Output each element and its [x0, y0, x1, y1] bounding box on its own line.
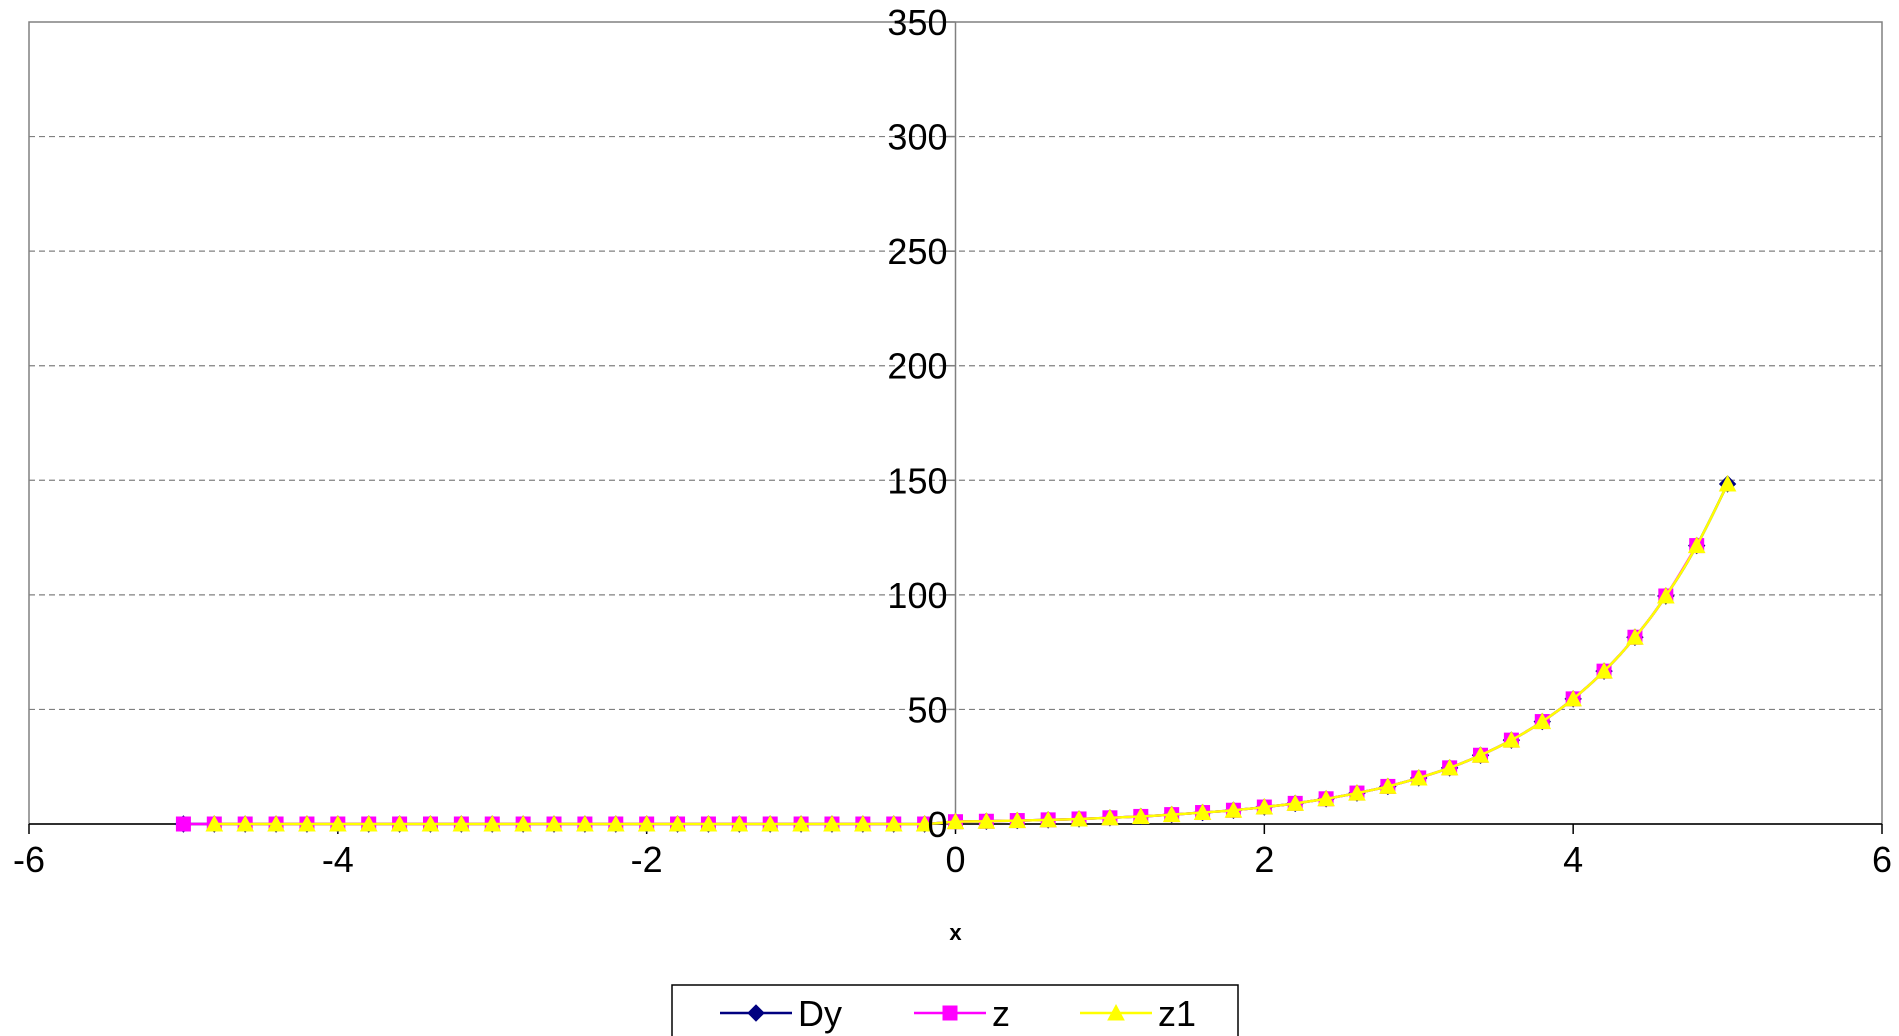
x-tick-label: 4 — [1563, 839, 1583, 880]
data-point-z1 — [1440, 758, 1459, 776]
data-point-z1 — [1595, 662, 1613, 679]
data-point-z1 — [1533, 712, 1552, 730]
data-point-z1 — [1224, 801, 1243, 818]
data-point-z1 — [1656, 586, 1675, 604]
data-point-z1 — [359, 814, 378, 832]
data-point-z1 — [1162, 805, 1181, 823]
x-axis-title: x — [949, 920, 962, 945]
data-point-z1 — [514, 814, 532, 832]
legend-item-dy: Dy — [720, 993, 842, 1034]
legend-item-z: z — [914, 993, 1010, 1034]
data-point-z1 — [1718, 474, 1737, 492]
data-point-z1 — [792, 814, 810, 832]
y-tick-label: 0 — [927, 804, 947, 845]
data-point-z1 — [421, 814, 440, 832]
legend-item-z1: z1 — [1080, 993, 1196, 1034]
y-tick-label: 250 — [887, 231, 947, 272]
legend-label: Dy — [798, 993, 842, 1034]
data-point-z1 — [390, 814, 409, 832]
gridlines — [29, 135, 1882, 711]
y-tick-label: 350 — [887, 2, 947, 43]
x-tick-label: -2 — [631, 839, 663, 880]
data-point-z1 — [1348, 784, 1366, 801]
legend-label: z1 — [1158, 993, 1196, 1034]
y-tick-label: 200 — [887, 346, 947, 387]
legend: Dy z z1 — [671, 984, 1239, 1036]
data-point-z1 — [1131, 807, 1150, 824]
data-point-z1 — [1471, 746, 1490, 763]
tick-labels: -6 -4 -2 0 2 4 6 0 50 100 150 200 250 300 350 — [13, 2, 1892, 880]
x-tick-label: 2 — [1254, 839, 1274, 880]
axes — [28, 21, 1883, 834]
data-point-z1 — [1039, 810, 1057, 828]
x-tick-label: 6 — [1872, 839, 1892, 880]
data-point-z1 — [1255, 797, 1274, 815]
data-point-z1 — [915, 814, 934, 832]
x-tick-label: 0 — [945, 839, 965, 880]
data-point-z1 — [1409, 768, 1428, 786]
data-point-z1 — [1008, 811, 1027, 829]
data-point-z1 — [730, 814, 749, 832]
data-point-z1 — [977, 812, 996, 829]
data-point-z1 — [1379, 777, 1397, 794]
legend-marker-triangle — [1107, 1003, 1125, 1021]
data-point-z1 — [823, 814, 841, 832]
data-point-z1 — [761, 814, 780, 832]
data-point-z1 — [452, 814, 471, 832]
data-point-z1 — [946, 812, 965, 830]
data-point-z1 — [329, 814, 347, 832]
data-point-z1 — [1317, 789, 1335, 807]
data-point-z1 — [1564, 689, 1582, 707]
data-point-z1 — [236, 814, 255, 832]
data-point-z1 — [576, 814, 594, 832]
data-point-z1 — [1101, 808, 1119, 826]
data-point-z — [175, 816, 191, 832]
data-point-z1 — [1070, 809, 1088, 827]
data-point-z1 — [545, 814, 563, 832]
y-tick-label: 300 — [887, 117, 947, 158]
data-point-z1 — [298, 814, 316, 832]
y-tick-label: 100 — [887, 575, 947, 616]
data-point-z1 — [483, 814, 502, 832]
legend-label: z — [992, 993, 1010, 1034]
x-tick-label: -6 — [13, 839, 45, 880]
data-point-z1 — [606, 814, 625, 832]
y-tick-label: 50 — [907, 689, 947, 730]
x-tick-label: -4 — [322, 839, 354, 880]
data-point-z1 — [1286, 794, 1305, 811]
data-point-z1 — [1626, 628, 1644, 645]
data-point-z1 — [699, 814, 718, 832]
data-point-z1 — [668, 814, 687, 832]
series-layer — [174, 474, 1737, 833]
legend-marker-diamond — [747, 1004, 765, 1022]
series-z1 — [205, 474, 1737, 832]
data-point-z1 — [1502, 731, 1521, 748]
data-point-z1 — [1193, 803, 1212, 821]
y-tick-label: 150 — [887, 460, 947, 501]
data-point-z1 — [205, 814, 224, 832]
data-point-z1 — [884, 814, 903, 832]
data-point-z1 — [267, 814, 285, 832]
series-line-z1 — [214, 483, 1729, 826]
data-point-z1 — [1687, 536, 1706, 554]
legend-marker-square — [942, 1005, 958, 1021]
data-point-z1 — [854, 814, 872, 832]
data-point-z1 — [637, 814, 656, 832]
